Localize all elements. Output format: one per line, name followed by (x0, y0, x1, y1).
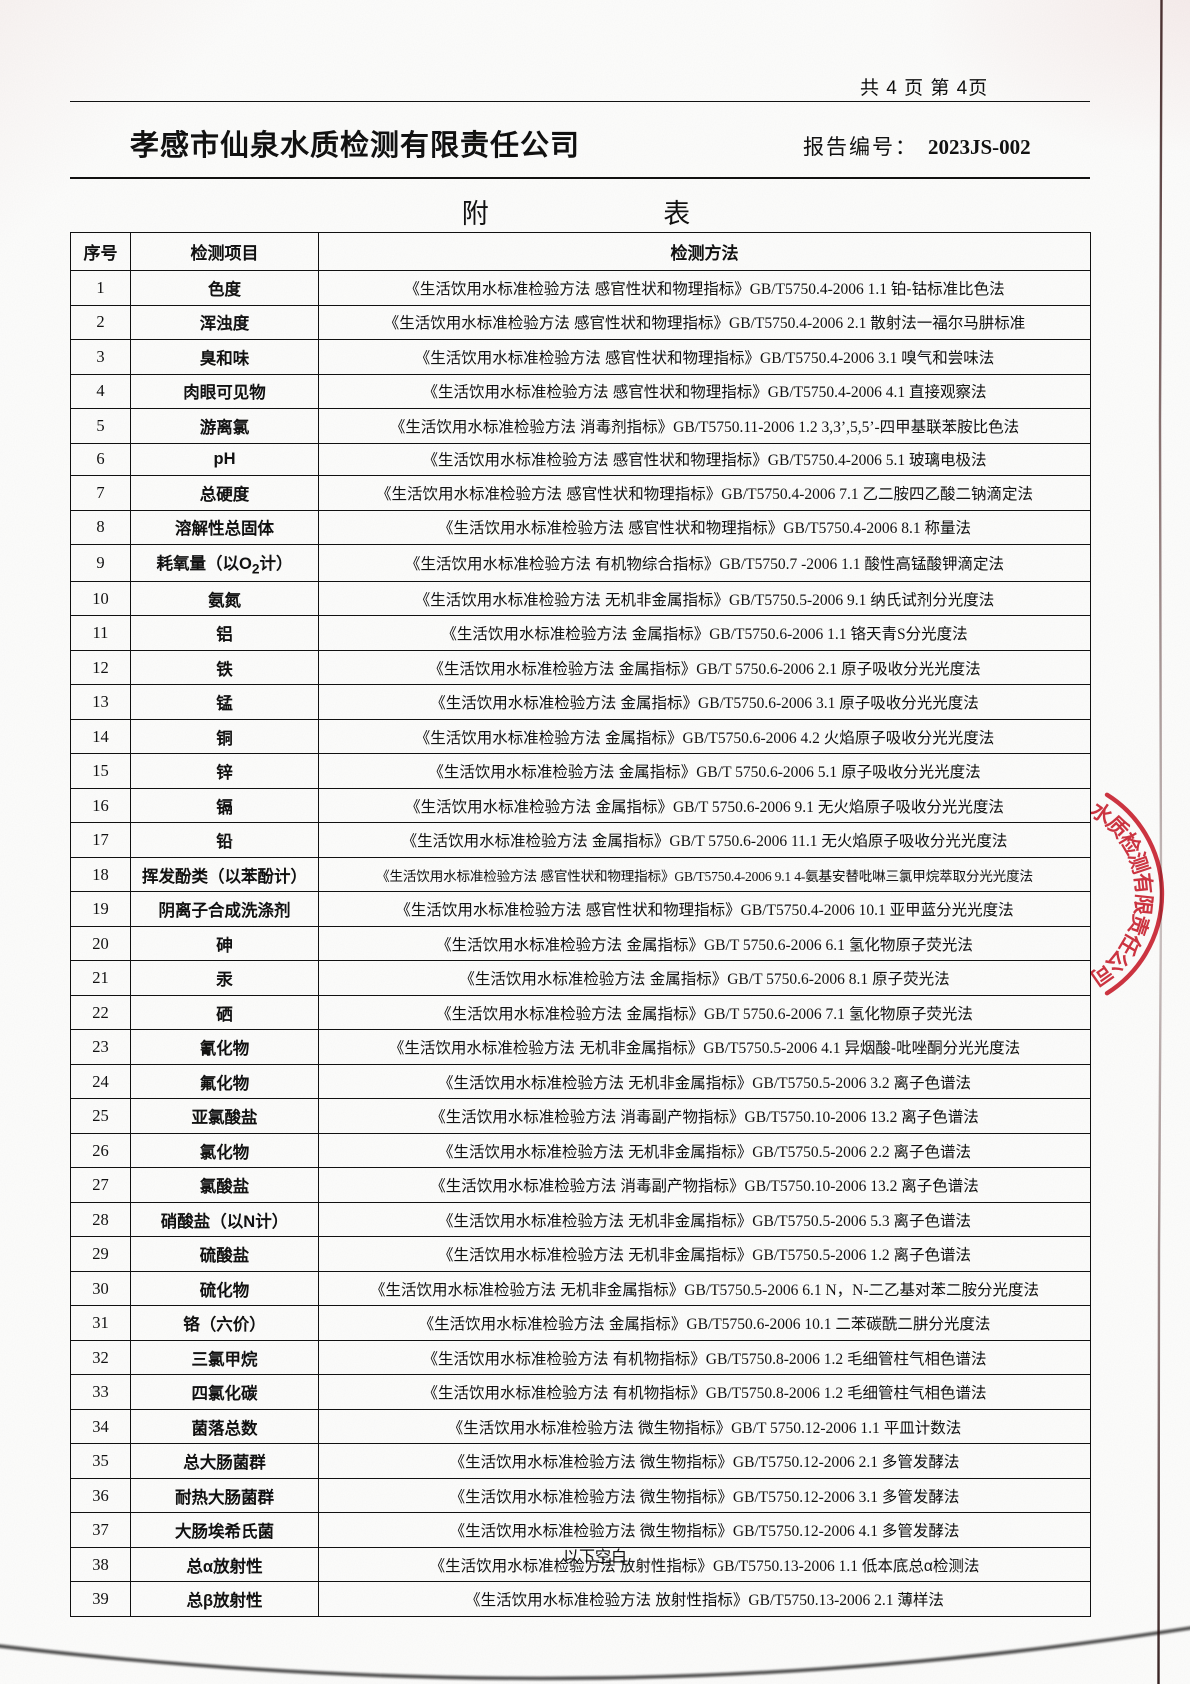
svg-text:有: 有 (1130, 872, 1156, 895)
